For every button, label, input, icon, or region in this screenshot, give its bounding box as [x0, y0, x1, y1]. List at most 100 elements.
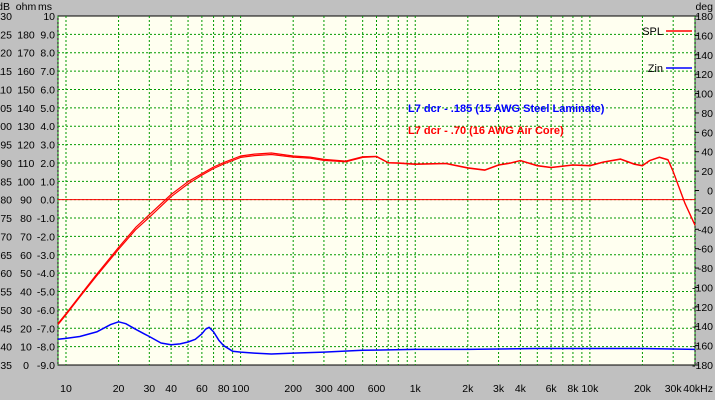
ohm-tick-label: 150 — [17, 84, 35, 96]
x-tick-label: 3k — [493, 383, 505, 395]
db-tick-label: 105 — [0, 103, 12, 115]
ohm-tick-label: 50 — [20, 268, 32, 280]
ms-tick-label: -6.0 — [37, 305, 55, 317]
db-tick-label: 80 — [0, 195, 12, 207]
x-tick-label: 30 — [143, 383, 155, 395]
x-tick-label: 30k — [665, 383, 683, 395]
ohm-tick-label: 60 — [20, 250, 32, 262]
x-tick-label: 8k — [567, 383, 579, 395]
ohm-tick-label: 40 — [20, 287, 32, 299]
deg-tick-label: 160 — [695, 30, 713, 42]
db-tick-label: 85 — [0, 176, 12, 188]
plot-area — [57, 15, 696, 366]
db-tick-label: 55 — [0, 287, 12, 299]
grid — [57, 16, 696, 365]
ohm-tick-label: 120 — [17, 140, 35, 152]
ms-tick-label: 2.0 — [40, 158, 55, 170]
db-tick-label: 100 — [0, 121, 12, 133]
ohm-tick-label: 0 — [23, 360, 29, 372]
ohm-tick-label: 80 — [20, 213, 32, 225]
x-tick-label: 6k — [546, 383, 558, 395]
series-line-1 — [57, 152, 696, 324]
annotation-air-core: L7 dcr - .70 (16 AWG Air Core) — [408, 125, 564, 137]
deg-tick-label: 40 — [701, 147, 713, 159]
ms-tick-label: -5.0 — [37, 287, 55, 299]
legend-label-spl: SPL — [642, 26, 663, 38]
db-tick-label: 125 — [0, 29, 12, 41]
deg-tick-label: -80 — [698, 263, 713, 275]
deg-unit-label: deg — [695, 1, 713, 13]
x-tick-label: 40kHz — [683, 383, 713, 395]
ms-tick-label: -9.0 — [37, 360, 55, 372]
deg-tick-label: -60 — [698, 244, 713, 256]
x-tick-label: 60 — [196, 383, 208, 395]
x-tick-label: 10 — [60, 383, 72, 395]
deg-tick-label: 20 — [701, 166, 713, 178]
ms-tick-label: -8.0 — [37, 342, 55, 354]
db-tick-label: 95 — [0, 140, 12, 152]
deg-tick-label: -180 — [692, 360, 713, 372]
db-tick-label: 90 — [0, 158, 12, 170]
ohm-tick-label: 70 — [20, 231, 32, 243]
ms-tick-label: 4.0 — [40, 121, 55, 133]
deg-tick-label: -20 — [698, 205, 713, 217]
db-tick-label: 40 — [0, 342, 12, 354]
ohm-tick-label: 160 — [17, 66, 35, 78]
db-unit-label: dB — [0, 1, 10, 13]
x-tick-label: 20k — [634, 383, 652, 395]
x-tick-label: 20 — [113, 383, 125, 395]
ms-tick-label: -4.0 — [37, 268, 55, 280]
deg-tick-label: -140 — [692, 321, 713, 333]
db-tick-label: 70 — [0, 231, 12, 243]
legend-label-zin: Zin — [648, 63, 663, 75]
x-tick-label: 2k — [462, 383, 474, 395]
ms-tick-label: 8.0 — [40, 48, 55, 60]
deg-tick-label: 140 — [695, 50, 713, 62]
legend: SPL Zin — [642, 26, 692, 75]
x-tick-label: 80 — [218, 383, 230, 395]
ms-tick-label: 10 — [43, 11, 55, 23]
x-tick-label: 300 — [315, 383, 333, 395]
deg-tick-label: 180 — [695, 11, 713, 23]
ms-unit-label: ms — [38, 1, 52, 13]
ohm-tick-label: 100 — [17, 176, 35, 188]
deg-tick-label: 60 — [701, 127, 713, 139]
x-tick-label: 40 — [165, 383, 177, 395]
annotation-steel-laminate: L7 dcr - .185 (15 AWG Steel Laminate) — [408, 103, 605, 115]
ohm-tick-label: 90 — [20, 195, 32, 207]
db-tick-label: 60 — [0, 268, 12, 280]
x-tick-label: 10k — [581, 383, 599, 395]
series-group — [57, 152, 696, 355]
ohm-unit-label: ohm — [16, 1, 37, 13]
db-tick-label: 130 — [0, 11, 12, 23]
ms-tick-label: 3.0 — [40, 140, 55, 152]
deg-tick-label: -40 — [698, 224, 713, 236]
ohm-tick-label: 20 — [20, 323, 32, 335]
series-line-2 — [57, 321, 696, 355]
ms-tick-label: 9.0 — [40, 29, 55, 41]
deg-tick-label: 80 — [701, 108, 713, 120]
ohm-tick-label: 130 — [17, 121, 35, 133]
x-tick-label: 1k — [410, 383, 422, 395]
db-tick-label: 45 — [0, 323, 12, 335]
ms-tick-label: 6.0 — [40, 84, 55, 96]
ms-tick-label: 1.0 — [40, 176, 55, 188]
deg-tick-label: 120 — [695, 69, 713, 81]
db-tick-label: 120 — [0, 48, 12, 60]
db-tick-label: 75 — [0, 213, 12, 225]
ohm-tick-label: 180 — [17, 29, 35, 41]
ms-tick-label: -3.0 — [37, 250, 55, 262]
db-tick-label: 115 — [0, 66, 12, 78]
deg-tick-label: -160 — [692, 341, 713, 353]
x-tick-label: 600 — [368, 383, 386, 395]
ms-tick-label: -1.0 — [37, 213, 55, 225]
x-tick-label: 100 — [232, 383, 250, 395]
x-tick-label: 200 — [284, 383, 302, 395]
ms-tick-label: 0.0 — [40, 195, 55, 207]
x-tick-label: 400 — [337, 383, 355, 395]
ohm-tick-label: 10 — [20, 342, 32, 354]
x-tick-label: 4k — [515, 383, 527, 395]
deg-tick-label: -100 — [692, 282, 713, 294]
